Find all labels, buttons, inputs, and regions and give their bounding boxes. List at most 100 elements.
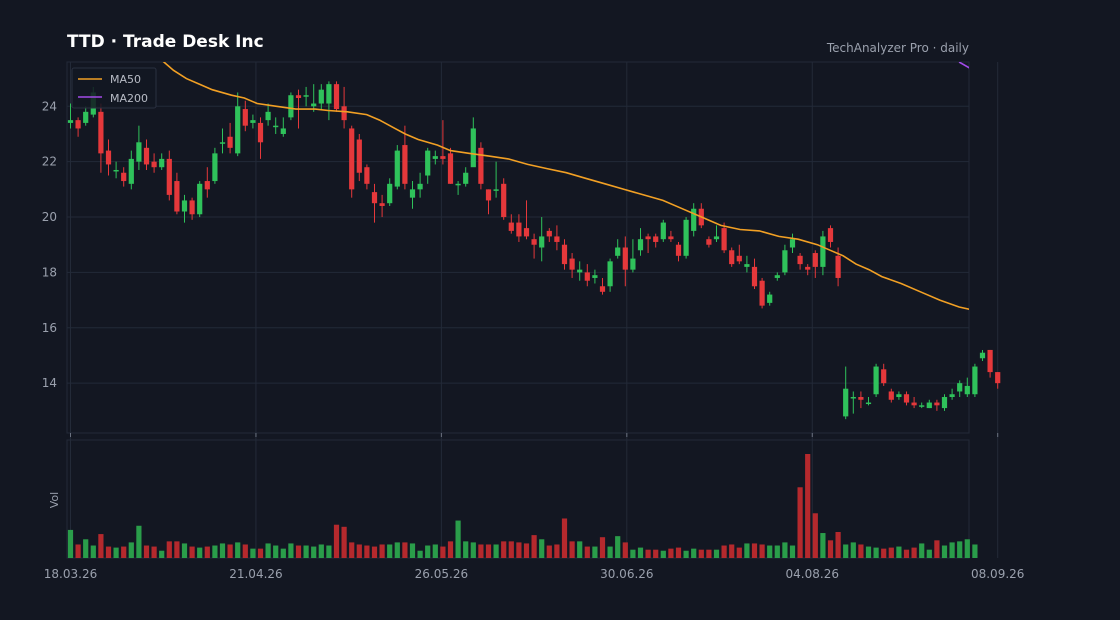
candle: [174, 172, 180, 215]
volume-bar: [98, 534, 104, 558]
candle: [736, 244, 742, 265]
volume-bar: [311, 546, 317, 558]
candle: [827, 225, 834, 248]
candle: [417, 172, 423, 198]
x-tick-label: 18.03.26: [44, 567, 97, 581]
volume-bar: [789, 545, 796, 558]
candle: [379, 194, 385, 218]
volume-bar: [181, 543, 188, 558]
candle: [288, 92, 294, 121]
candle: [599, 277, 606, 295]
candle: [622, 236, 628, 287]
candle: [683, 217, 689, 259]
volume-bar: [455, 520, 461, 558]
candle: [896, 391, 902, 400]
candle: [189, 197, 195, 220]
y-tick-label: 24: [42, 99, 57, 113]
candle: [151, 153, 157, 173]
candle: [181, 194, 188, 223]
volume-bar: [888, 547, 894, 558]
volume-bar: [333, 524, 340, 558]
volume-bar: [797, 487, 803, 558]
moving-average-lines: [162, 62, 969, 310]
candle: [607, 258, 613, 292]
candle: [615, 239, 621, 259]
ma200-line: [958, 62, 969, 69]
volume-bar: [561, 518, 568, 558]
candle: [812, 250, 818, 278]
candle: [463, 167, 469, 187]
volume-bar: [136, 525, 142, 558]
candle: [318, 84, 324, 110]
volume-bar: [622, 542, 628, 558]
volume-bar: [934, 540, 940, 558]
volume-bar: [508, 541, 514, 558]
volume-bar: [592, 546, 598, 558]
candle: [706, 236, 712, 248]
candle: [858, 391, 864, 409]
volume-bar: [295, 545, 302, 558]
volume-bar: [75, 544, 81, 558]
volume-bar: [637, 547, 644, 558]
candle: [105, 139, 112, 176]
candle: [364, 164, 370, 190]
volume-bar: [356, 544, 362, 558]
candle: [797, 253, 803, 270]
volume-bar: [675, 547, 682, 558]
candle: [113, 161, 119, 179]
volume-bar: [926, 549, 932, 558]
volume-bar: [599, 537, 606, 558]
volume-bar: [470, 542, 476, 558]
candle: [713, 225, 720, 242]
candle: [83, 106, 89, 126]
volume-bar: [546, 545, 552, 558]
volume-bar: [820, 533, 826, 558]
candle: [75, 117, 81, 137]
candle: [523, 200, 530, 240]
volume-bar: [189, 546, 195, 558]
candle: [326, 81, 332, 121]
volume-bar: [326, 545, 332, 558]
y-tick-label: 16: [42, 321, 57, 335]
time-axis: 18.03.26 21.04.26 26.05.26 30.06.26 04.08.26…: [44, 433, 1024, 581]
volume-bar: [964, 539, 970, 558]
candle: [387, 178, 393, 206]
candle: [409, 181, 416, 209]
candle: [508, 214, 514, 234]
candle: [805, 264, 811, 276]
candle: [136, 125, 142, 170]
volume-bar: [409, 543, 416, 558]
candle: [531, 233, 537, 259]
candle: [235, 92, 241, 157]
candle: [143, 139, 150, 170]
volume-bar: [713, 549, 720, 558]
candle: [349, 125, 355, 198]
candle: [592, 269, 598, 284]
volume-bar: [569, 541, 575, 558]
candle: [675, 241, 682, 262]
candle: [166, 150, 172, 201]
volume-bar: [607, 546, 613, 558]
x-tick-label: 21.04.26: [229, 567, 282, 581]
candle: [455, 181, 461, 195]
volume-bar: [941, 545, 948, 558]
volume-bar: [896, 546, 902, 558]
volume-bar: [478, 544, 484, 558]
candle: [637, 228, 644, 256]
volume-bar: [485, 544, 492, 558]
candle: [881, 363, 887, 386]
volume-bar: [751, 543, 758, 558]
volume-bar: [417, 550, 423, 558]
volume-bar: [212, 545, 218, 558]
candle: [212, 147, 218, 184]
volume-bar: [242, 544, 248, 558]
volume-bar: [349, 542, 355, 558]
candle: [197, 181, 203, 218]
candle: [425, 147, 431, 184]
legend-label-ma50: MA50: [110, 73, 141, 86]
candle: [242, 100, 248, 132]
volume-bar: [280, 548, 286, 558]
candle: [995, 372, 1001, 389]
candle: [516, 214, 522, 242]
